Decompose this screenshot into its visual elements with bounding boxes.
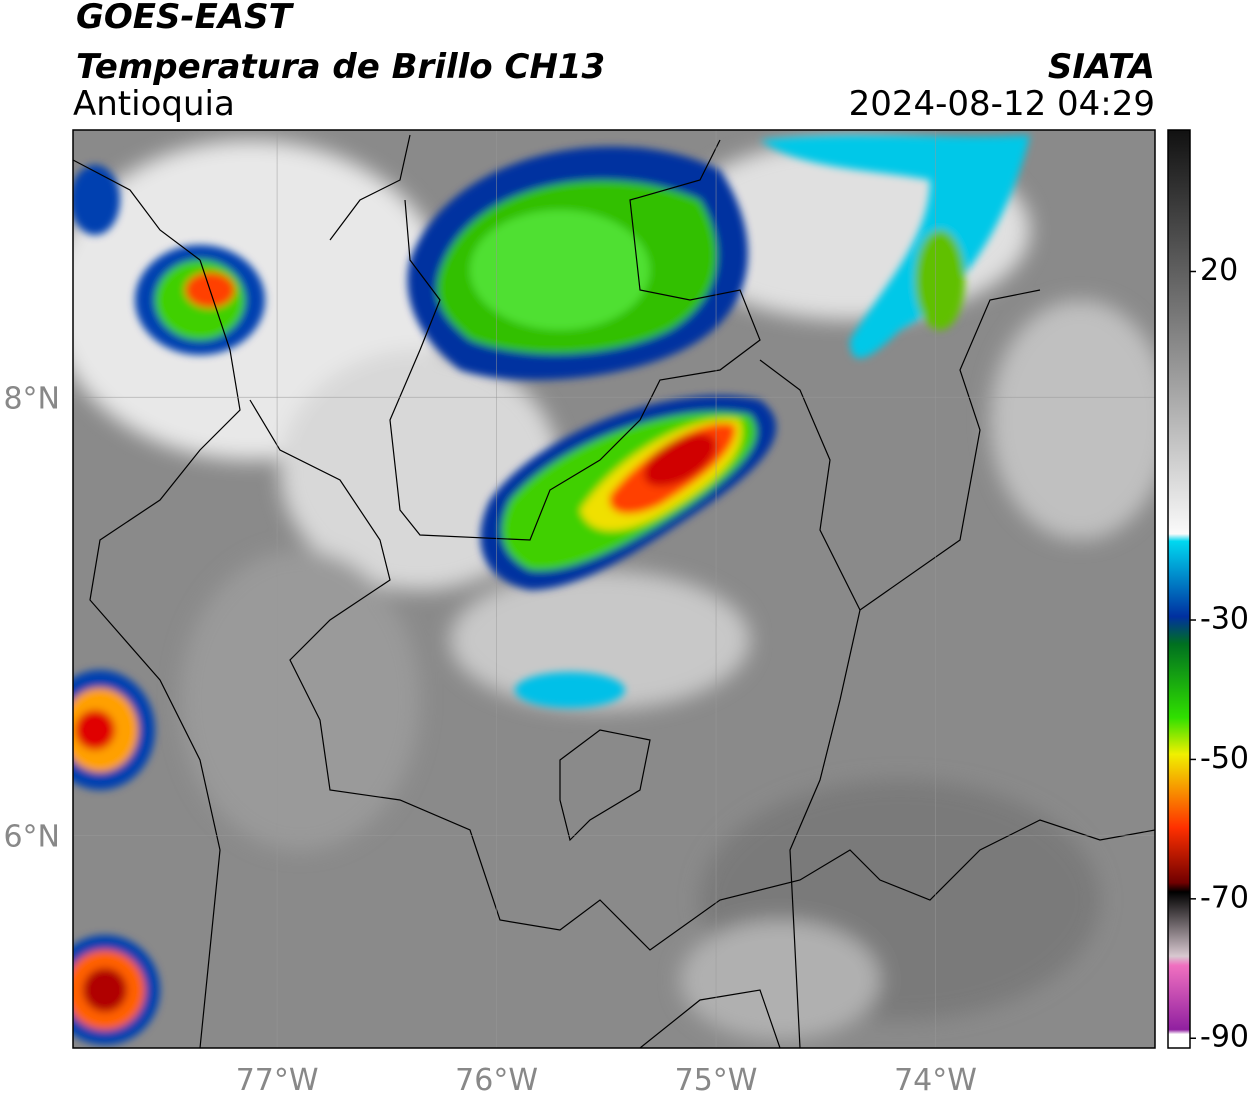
colorbar-label: -50 xyxy=(1200,741,1249,776)
map-frame xyxy=(72,129,1156,1049)
colorbar-label: 20 xyxy=(1200,253,1238,288)
satellite-image xyxy=(73,130,1155,1048)
lat-label: 6°N xyxy=(3,819,60,854)
colorbar-label: -30 xyxy=(1200,602,1249,637)
colorbar-label: -70 xyxy=(1200,880,1249,915)
colorbar-label: -90 xyxy=(1200,1020,1249,1055)
borders xyxy=(73,134,1155,1048)
subtitle: Temperatura de Brillo CH13 xyxy=(76,47,605,87)
lat-label: 8°N xyxy=(3,381,60,416)
title: GOES-EAST xyxy=(76,0,295,37)
region: Antioquia xyxy=(73,84,235,124)
lon-label: 75°W xyxy=(675,1063,758,1098)
timestamp: 2024-08-12 04:29 xyxy=(849,84,1155,124)
colorbar xyxy=(1167,129,1191,1049)
graticule xyxy=(73,130,1155,1048)
lon-label: 76°W xyxy=(455,1063,538,1098)
lon-label: 77°W xyxy=(236,1063,319,1098)
lon-label: 74°W xyxy=(894,1063,977,1098)
source: SIATA xyxy=(1048,47,1155,87)
